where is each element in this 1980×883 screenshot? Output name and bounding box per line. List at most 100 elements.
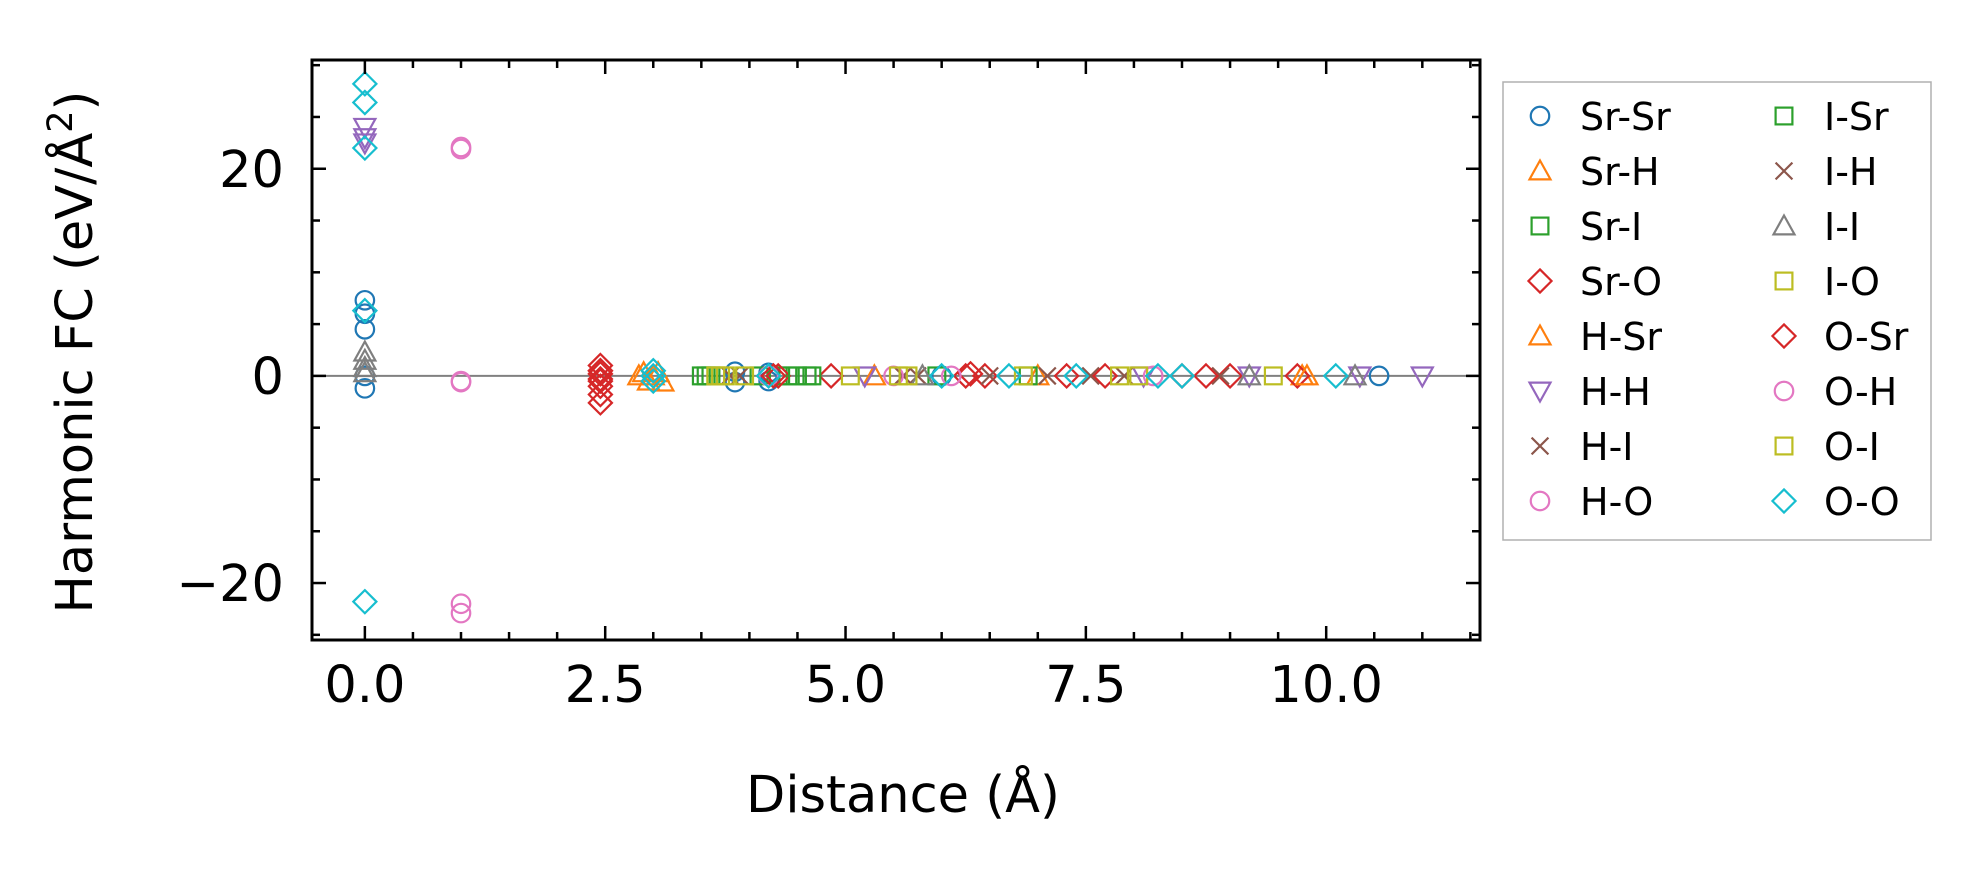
legend-marker — [1770, 322, 1798, 350]
legend-label: I-H — [1824, 150, 1878, 194]
data-point — [1263, 366, 1283, 386]
legend-entry: Sr-H — [1527, 150, 1660, 194]
data-point — [760, 362, 787, 389]
series-o-i — [711, 366, 1130, 386]
legend-label: Sr-I — [1580, 205, 1642, 249]
data-point — [1038, 366, 1057, 386]
series-i-sr — [696, 366, 822, 386]
x-tick-label: 0.0 — [324, 656, 405, 715]
y-tick-label: 20 — [219, 141, 284, 200]
legend-entry: I-I — [1771, 205, 1860, 249]
data-point — [802, 366, 822, 386]
data-points — [351, 70, 1435, 624]
legend-marker — [1774, 436, 1794, 456]
tick-labels: 0.0 2.5 5.0 7.5 10.0 −20 0 20 — [176, 141, 1383, 715]
data-point — [768, 366, 788, 386]
data-point — [587, 389, 614, 416]
data-point — [1013, 366, 1033, 386]
legend-marker — [1771, 213, 1797, 236]
data-point — [735, 366, 755, 386]
data-point — [1192, 362, 1220, 389]
data-point — [758, 365, 779, 387]
data-point — [1409, 366, 1435, 389]
legend-entry: Sr-O — [1526, 260, 1662, 304]
legend-marker — [1529, 105, 1551, 127]
data-point — [450, 593, 472, 615]
data-point — [1081, 366, 1100, 386]
plot-area — [310, 58, 1482, 642]
data-point — [351, 297, 378, 324]
data-point — [862, 363, 887, 386]
legend-entry: Sr-Sr — [1529, 95, 1671, 139]
data-point — [354, 318, 376, 340]
data-point — [587, 360, 614, 387]
data-point — [787, 366, 807, 386]
data-point — [1368, 365, 1390, 387]
data-point — [1211, 366, 1230, 386]
data-point — [1053, 362, 1080, 389]
data-point — [1144, 362, 1172, 389]
data-point — [587, 365, 614, 393]
x-tick-label: 2.5 — [565, 656, 646, 715]
data-point — [1347, 366, 1373, 389]
data-point — [351, 134, 378, 162]
data-point — [450, 138, 472, 160]
legend-label: I-I — [1824, 205, 1860, 249]
data-point — [640, 357, 667, 384]
series-o-o — [351, 70, 1349, 615]
data-point — [640, 362, 667, 389]
legend-label: H-H — [1580, 370, 1651, 414]
data-point — [696, 366, 716, 386]
data-point — [351, 70, 378, 97]
data-point — [450, 602, 472, 624]
series-h-h — [352, 117, 1435, 389]
axis-ticks — [312, 60, 1480, 640]
legend-marker — [1774, 161, 1794, 181]
legend-entry: I-Sr — [1774, 95, 1889, 139]
data-point — [755, 362, 782, 389]
legend-label: I-Sr — [1824, 95, 1889, 139]
data-point — [450, 370, 472, 392]
legend-marker — [1770, 487, 1798, 515]
data-point — [1342, 363, 1368, 386]
legend-marker — [1774, 106, 1794, 126]
data-point — [650, 369, 676, 392]
legend-marker — [1527, 381, 1553, 404]
data-point — [1142, 365, 1164, 387]
axes-frame — [310, 58, 1482, 642]
data-point — [818, 362, 845, 389]
legend-entry: I-O — [1774, 260, 1880, 304]
data-point — [1216, 362, 1244, 389]
legend-entry: O-O — [1770, 480, 1900, 524]
data-point — [1294, 363, 1320, 386]
y-axis-label: Harmonic FC (eV/Å2) — [41, 91, 105, 614]
data-point — [1236, 363, 1262, 386]
x-tick-label: 5.0 — [805, 656, 886, 715]
legend-marker — [1773, 380, 1795, 402]
data-point — [587, 381, 614, 408]
data-point — [980, 366, 999, 386]
data-point — [995, 362, 1023, 389]
data-point — [1322, 362, 1349, 389]
data-point — [352, 354, 378, 378]
legend-entry: O-Sr — [1770, 315, 1909, 359]
data-point — [898, 366, 918, 386]
data-point — [587, 352, 614, 379]
legend: Sr-Sr Sr-H Sr-I Sr-O H-Sr H-H H-I H-O I-Sr I-H I-I… — [1502, 81, 1932, 541]
data-point — [640, 367, 667, 395]
legend-label: Sr-H — [1580, 150, 1660, 194]
data-point — [888, 366, 908, 386]
legend-frame — [1502, 81, 1932, 541]
data-point — [351, 588, 378, 615]
series-h-o — [450, 136, 1164, 624]
data-point — [765, 362, 792, 389]
data-point — [840, 366, 860, 386]
data-point — [352, 128, 378, 151]
series-sr-sr — [354, 289, 1390, 399]
legend-marker — [1530, 436, 1550, 456]
legend-label: O-H — [1824, 370, 1897, 414]
data-point — [1063, 362, 1090, 389]
legend-entry: O-H — [1773, 370, 1897, 414]
x-axis-label: Distance (Å) — [746, 763, 1060, 825]
